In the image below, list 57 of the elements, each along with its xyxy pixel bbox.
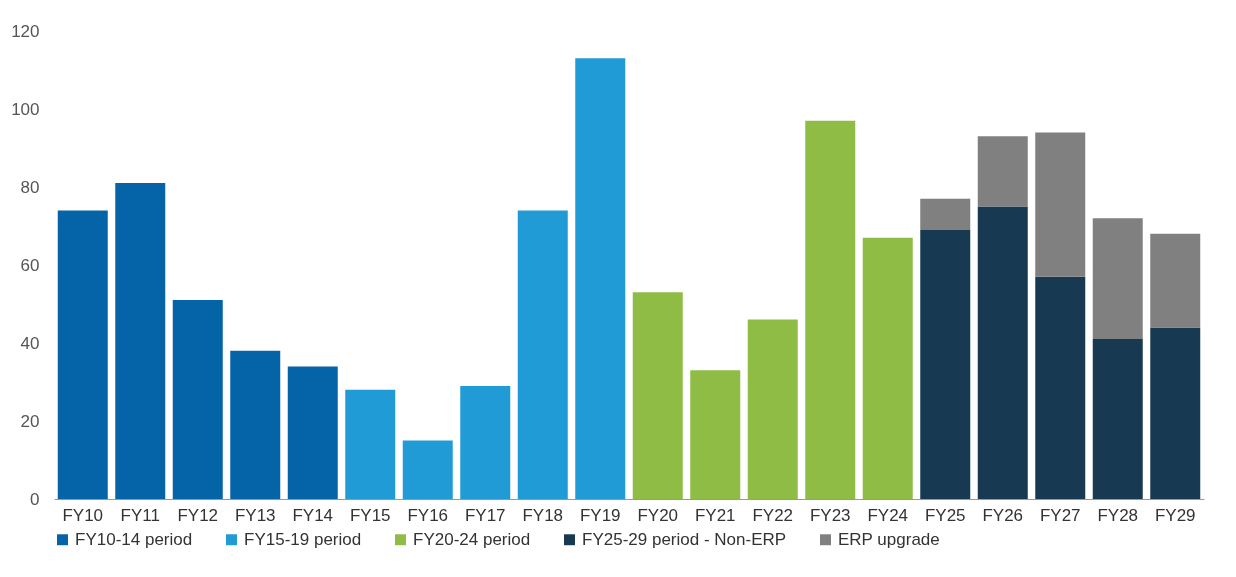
y-tick-label: 100 <box>11 99 40 119</box>
bar <box>517 210 568 499</box>
x-tick-label: FY10 <box>62 505 104 525</box>
x-tick-label: FY21 <box>694 505 736 525</box>
bar <box>862 237 913 499</box>
legend-label: FY20-24 period <box>413 529 531 549</box>
bar <box>1092 339 1143 499</box>
legend-label: ERP upgrade <box>838 529 940 549</box>
bar <box>1035 132 1086 277</box>
bar <box>977 206 1028 499</box>
y-tick-label: 0 <box>30 489 40 509</box>
x-tick-label: FY15 <box>349 505 391 525</box>
bar <box>920 198 971 230</box>
x-tick-label: FY22 <box>752 505 794 525</box>
y-tick-label: 120 <box>11 21 40 41</box>
bar <box>977 136 1028 207</box>
x-tick-label: FY26 <box>982 505 1024 525</box>
x-tick-label: FY12 <box>177 505 219 525</box>
bar <box>1092 218 1143 340</box>
y-tick-label: 20 <box>20 411 40 431</box>
bar <box>1035 276 1086 499</box>
x-tick-label: FY20 <box>637 505 679 525</box>
x-tick-label: FY29 <box>1154 505 1196 525</box>
x-tick-label: FY19 <box>579 505 621 525</box>
bar <box>1150 233 1201 328</box>
bar <box>747 319 798 499</box>
bar <box>57 210 108 499</box>
bar <box>172 300 223 499</box>
y-tick-label: 40 <box>20 333 40 353</box>
x-tick-label: FY14 <box>292 505 334 525</box>
x-tick-label: FY24 <box>867 505 909 525</box>
x-tick-label: FY18 <box>522 505 564 525</box>
bar <box>920 229 971 499</box>
x-tick-label: FY11 <box>120 505 160 525</box>
legend-label: FY10-14 period <box>75 529 193 549</box>
x-tick-label: FY23 <box>809 505 851 525</box>
x-tick-label: FY27 <box>1039 505 1081 525</box>
x-tick-label: FY28 <box>1097 505 1139 525</box>
bar <box>345 389 396 499</box>
bar <box>690 370 741 499</box>
y-tick-label: 60 <box>20 255 40 275</box>
y-tick-label: 80 <box>20 177 40 197</box>
bar <box>632 292 683 499</box>
bar <box>230 350 281 499</box>
x-tick-label: FY17 <box>464 505 506 525</box>
bar <box>402 440 453 499</box>
legend-label: FY25-29 period - Non-ERP <box>582 529 787 549</box>
bar <box>1150 327 1201 499</box>
x-tick-label: FY25 <box>924 505 966 525</box>
legend-label: FY15-19 period <box>244 529 362 549</box>
x-tick-label: FY16 <box>407 505 449 525</box>
bar <box>115 183 166 499</box>
bar <box>575 58 626 499</box>
bar <box>805 120 856 499</box>
bar <box>287 366 338 499</box>
x-tick-label: FY13 <box>234 505 276 525</box>
bar <box>460 385 511 499</box>
